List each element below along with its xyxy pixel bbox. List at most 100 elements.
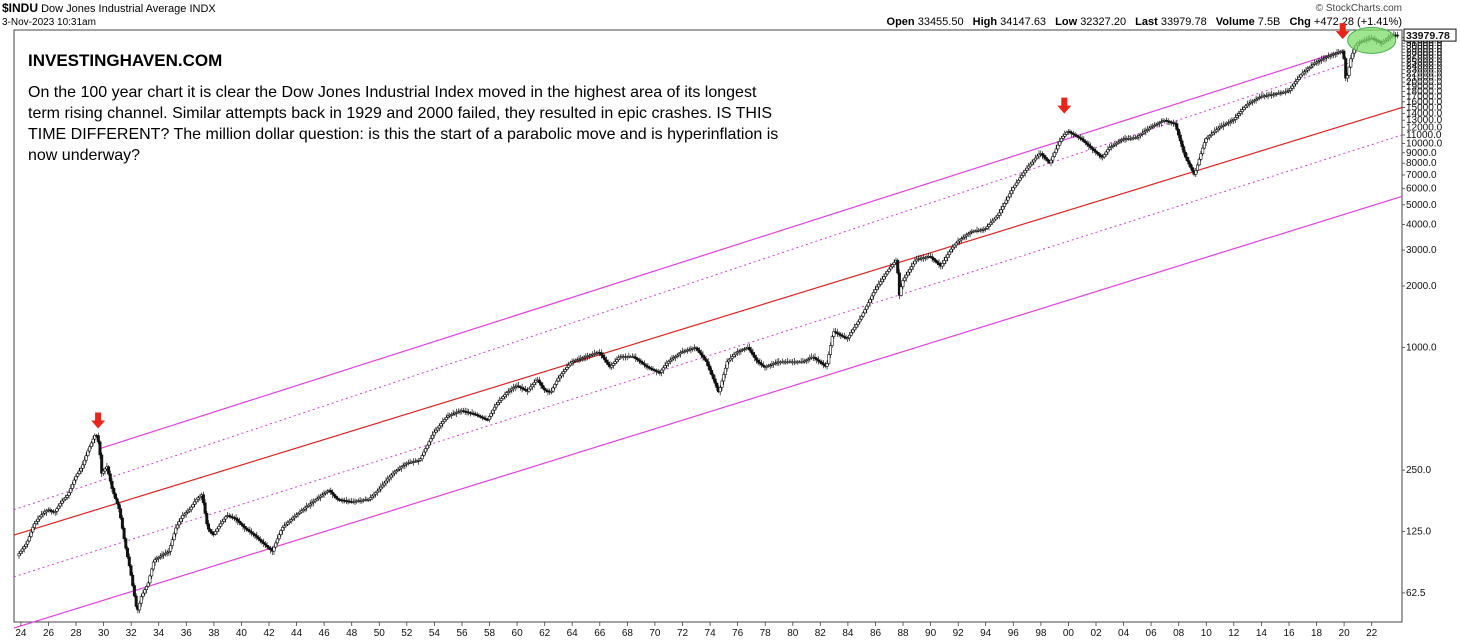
price-candle-243 xyxy=(436,427,440,431)
price-candle-115 xyxy=(215,528,219,532)
price-candle-672 xyxy=(1175,123,1179,130)
price-candle-283 xyxy=(505,392,509,395)
y-tick-label-10: 8000.0 xyxy=(1406,158,1437,169)
price-candle-6 xyxy=(27,536,31,542)
price-candle-338 xyxy=(599,352,603,356)
price-candle-171 xyxy=(312,500,316,503)
price-candle-304 xyxy=(541,385,545,389)
price-candle-516 xyxy=(906,271,910,276)
price-candle-224 xyxy=(403,463,407,466)
price-candle-636 xyxy=(1113,143,1117,146)
x-tick-label-41: 06 xyxy=(1146,628,1158,639)
price-candle-751 xyxy=(1311,64,1315,67)
x-tick-label-6: 36 xyxy=(181,628,193,639)
price-candle-152 xyxy=(279,530,283,535)
price-candle-206 xyxy=(372,493,376,497)
price-candle-157 xyxy=(287,520,291,523)
y-tick-label-3: 1000.0 xyxy=(1406,342,1437,353)
price-candle-588 xyxy=(1030,161,1034,165)
price-candle-238 xyxy=(427,441,431,446)
price-candle-320 xyxy=(568,362,572,366)
price-candle-575 xyxy=(1008,193,1012,198)
price-candle-166 xyxy=(303,507,307,510)
price-candle-620 xyxy=(1085,142,1089,145)
price-candle-713 xyxy=(1246,103,1250,107)
price-candle-466 xyxy=(820,362,824,364)
price-candle-108 xyxy=(203,502,207,514)
price-candle-493 xyxy=(866,302,870,307)
price-candle-10 xyxy=(34,521,38,525)
price-candle-416 xyxy=(734,352,738,356)
price-candle-456 xyxy=(803,360,807,363)
price-candle-2 xyxy=(20,548,24,552)
price-candle-38 xyxy=(83,459,87,466)
y-tick-label-31: 29000.0 xyxy=(1406,44,1443,55)
price-candle-11 xyxy=(36,518,40,522)
price-candle-612 xyxy=(1071,133,1075,135)
price-candle-489 xyxy=(859,315,863,320)
x-tick-label-9: 42 xyxy=(263,628,275,639)
price-candle-599 xyxy=(1049,159,1053,164)
price-candle-13 xyxy=(39,514,43,518)
price-candle-431 xyxy=(760,363,764,366)
price-candle-549 xyxy=(963,235,967,238)
price-candle-76 xyxy=(148,575,152,584)
price-candle-474 xyxy=(834,331,838,333)
price-candle-34 xyxy=(76,473,80,477)
price-candle-291 xyxy=(518,386,522,389)
x-tick-label-31: 86 xyxy=(870,628,882,639)
x-tick-label-14: 52 xyxy=(401,628,413,639)
symbol-ticker: $INDU xyxy=(2,1,39,15)
price-candle-348 xyxy=(617,357,621,360)
price-candle-72 xyxy=(141,592,145,597)
price-candle-753 xyxy=(1314,61,1318,64)
price-candle-235 xyxy=(422,451,426,456)
price-candle-603 xyxy=(1056,144,1060,150)
price-candle-37 xyxy=(81,464,85,469)
price-candle-75 xyxy=(146,582,150,587)
y-tick-label-27: 25000.0 xyxy=(1406,57,1443,68)
price-candle-144 xyxy=(265,544,269,548)
price-candle-594 xyxy=(1040,153,1044,156)
price-candle-691 xyxy=(1208,135,1212,138)
price-candle-151 xyxy=(277,534,281,540)
price-candle-640 xyxy=(1120,139,1124,142)
price-candle-490 xyxy=(861,312,865,317)
price-candle-397 xyxy=(701,354,705,358)
price-candle-412 xyxy=(727,359,731,363)
price-candle-547 xyxy=(959,238,963,241)
price-candle-82 xyxy=(158,555,162,558)
price-candle-133 xyxy=(246,528,250,531)
price-candle-358 xyxy=(634,356,638,359)
price-candle-738 xyxy=(1289,88,1293,91)
price-candle-78 xyxy=(151,561,155,570)
price-candle-212 xyxy=(382,482,386,486)
price-candle-126 xyxy=(234,517,238,520)
y-tick-label-32: 30000.0 xyxy=(1406,41,1443,52)
price-candle-294 xyxy=(523,389,527,391)
price-candle-65 xyxy=(129,565,133,576)
price-candle-172 xyxy=(313,499,317,502)
price-candle-687 xyxy=(1201,147,1205,155)
y-tick-label-24: 22000.0 xyxy=(1406,69,1443,80)
x-tick-label-40: 04 xyxy=(1118,628,1130,639)
price-candle-577 xyxy=(1011,187,1015,191)
price-candle-740 xyxy=(1292,83,1296,87)
price-candle-719 xyxy=(1256,97,1260,100)
price-candle-71 xyxy=(139,596,143,604)
price-candle-184 xyxy=(334,495,338,499)
price-candle-502 xyxy=(882,276,886,280)
x-tick-label-42: 08 xyxy=(1173,628,1185,639)
price-candle-567 xyxy=(994,216,998,220)
price-candle-220 xyxy=(396,468,400,471)
price-candle-241 xyxy=(432,431,436,436)
price-candle-116 xyxy=(217,525,221,530)
price-candle-496 xyxy=(872,292,876,297)
price-candle-22 xyxy=(55,508,59,512)
price-candle-659 xyxy=(1152,124,1156,127)
price-candle-33 xyxy=(74,476,78,481)
price-candle-173 xyxy=(315,498,319,501)
price-candle-662 xyxy=(1158,122,1162,124)
price-candle-484 xyxy=(851,329,855,333)
price-candle-595 xyxy=(1042,155,1046,158)
